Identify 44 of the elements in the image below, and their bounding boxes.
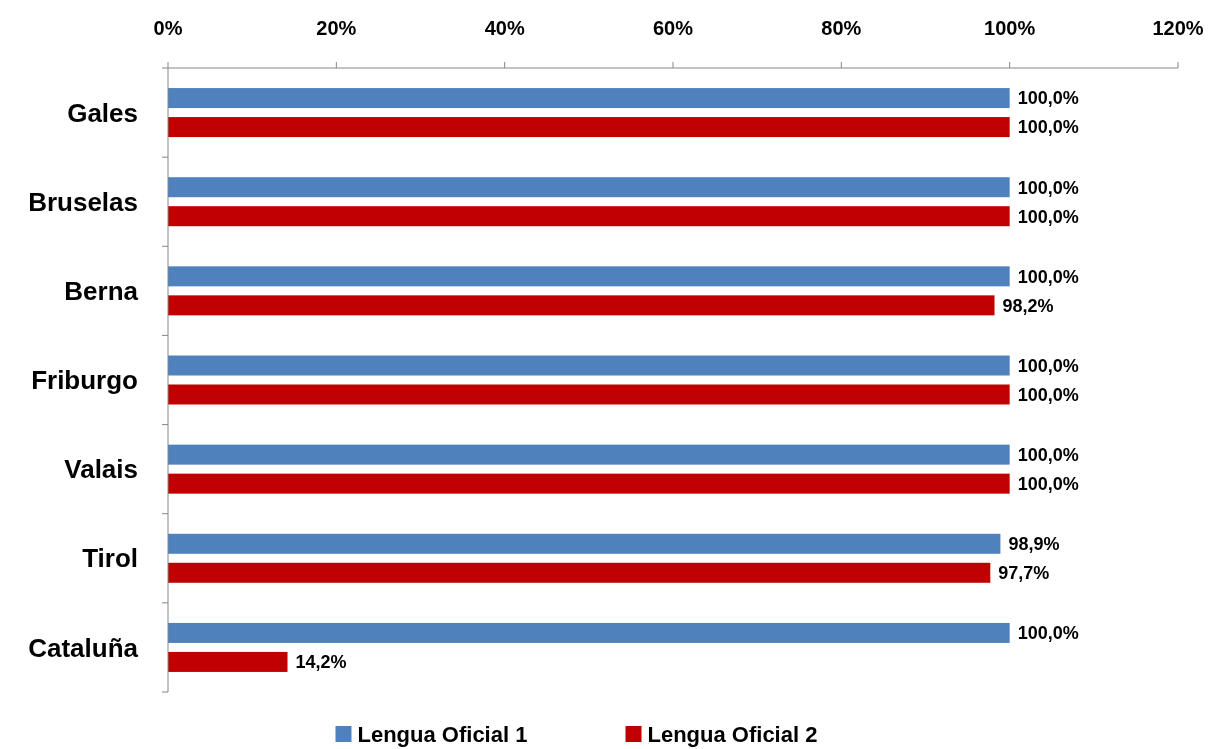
data-label: 98,2%: [1002, 295, 1054, 316]
bar: [168, 266, 1010, 287]
x-tick-label: 60%: [652, 17, 694, 39]
data-label: 97,7%: [998, 563, 1050, 584]
y-tick-label: Valais: [64, 454, 138, 485]
legend-label: Lengua Oficial 2: [647, 721, 818, 747]
data-label: 100,0%: [1017, 355, 1079, 376]
x-tick-label: 80%: [821, 17, 862, 39]
bar: [168, 206, 1010, 227]
x-tick-label: 100%: [984, 17, 1036, 39]
bar: [168, 473, 1010, 494]
y-tick-label: Berna: [64, 275, 139, 306]
data-label: 100,0%: [1017, 444, 1079, 465]
bar: [168, 355, 1010, 376]
data-label: 100,0%: [1017, 473, 1079, 494]
data-label: 98,9%: [1008, 534, 1060, 555]
data-label: 100,0%: [1017, 623, 1079, 644]
data-label: 100,0%: [1017, 117, 1079, 138]
x-tick-label: 40%: [484, 17, 525, 39]
x-tick-label: 0%: [153, 17, 183, 39]
data-label: 100,0%: [1017, 88, 1079, 109]
data-label: 100,0%: [1017, 177, 1079, 198]
bar: [168, 622, 1010, 643]
y-tick-label: Tirol: [82, 543, 138, 574]
y-tick-label: Bruselas: [28, 186, 138, 217]
bar: [168, 384, 1010, 405]
bar: [168, 117, 1010, 138]
x-tick-label: 120%: [1152, 17, 1204, 39]
x-tick-label: 20%: [316, 17, 357, 39]
bar: [168, 444, 1010, 465]
bar: [168, 177, 1010, 198]
bar: [168, 533, 1001, 554]
y-tick-label: Friburgo: [31, 365, 138, 396]
bar: [168, 295, 995, 316]
data-label: 100,0%: [1017, 266, 1079, 287]
bar: [168, 88, 1010, 109]
data-label: 100,0%: [1017, 206, 1079, 227]
bar: [168, 562, 991, 583]
bar: [168, 651, 288, 672]
y-tick-label: Cataluña: [28, 632, 139, 663]
legend-label: Lengua Oficial 1: [357, 721, 528, 747]
data-label: 100,0%: [1017, 384, 1079, 405]
y-tick-label: Gales: [67, 97, 138, 128]
data-label: 14,2%: [295, 652, 347, 673]
